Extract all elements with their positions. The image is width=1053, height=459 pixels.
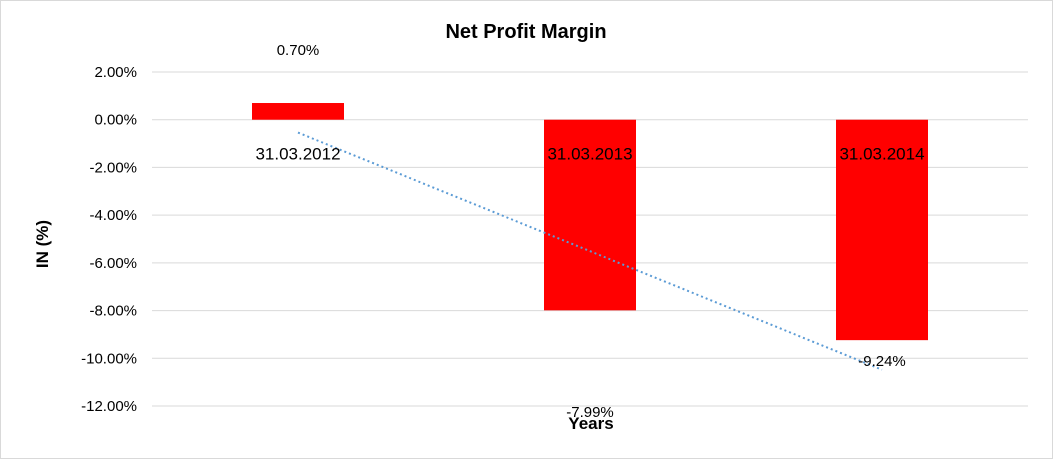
bar xyxy=(836,119,928,341)
bar xyxy=(544,119,636,311)
bar xyxy=(252,103,344,120)
y-tick-label: -4.00% xyxy=(89,207,137,224)
trendline xyxy=(297,131,883,371)
trendline-group xyxy=(297,131,883,371)
bars xyxy=(252,103,928,341)
data-labels: 0.70% -7.99% -9.24% xyxy=(277,42,906,421)
x-category-label: 31.03.2012 xyxy=(255,145,340,164)
y-axis-title: IN (%) xyxy=(33,220,52,268)
y-tick-label: 0.00% xyxy=(94,112,137,129)
x-axis-categories: 31.03.2012 31.03.2013 31.03.2014 xyxy=(255,145,924,164)
y-axis-ticks: 2.00% 0.00% -2.00% -4.00% -6.00% -8.00% -10.00… xyxy=(81,64,137,415)
data-label: -7.99% xyxy=(566,404,614,421)
data-label: -9.24% xyxy=(858,353,906,370)
y-tick-label: -12.00% xyxy=(81,398,137,415)
x-category-label: 31.03.2014 xyxy=(839,145,924,164)
y-tick-label: -6.00% xyxy=(89,255,137,272)
y-tick-label: -2.00% xyxy=(89,159,137,176)
x-category-label: 31.03.2013 xyxy=(547,145,632,164)
y-tick-label: 2.00% xyxy=(94,64,137,81)
chart-title: Net Profit Margin xyxy=(445,21,606,43)
y-tick-label: -10.00% xyxy=(81,350,137,367)
x-axis-title: Years xyxy=(568,414,613,433)
y-tick-label: -8.00% xyxy=(89,303,137,320)
data-label: 0.70% xyxy=(277,42,320,59)
